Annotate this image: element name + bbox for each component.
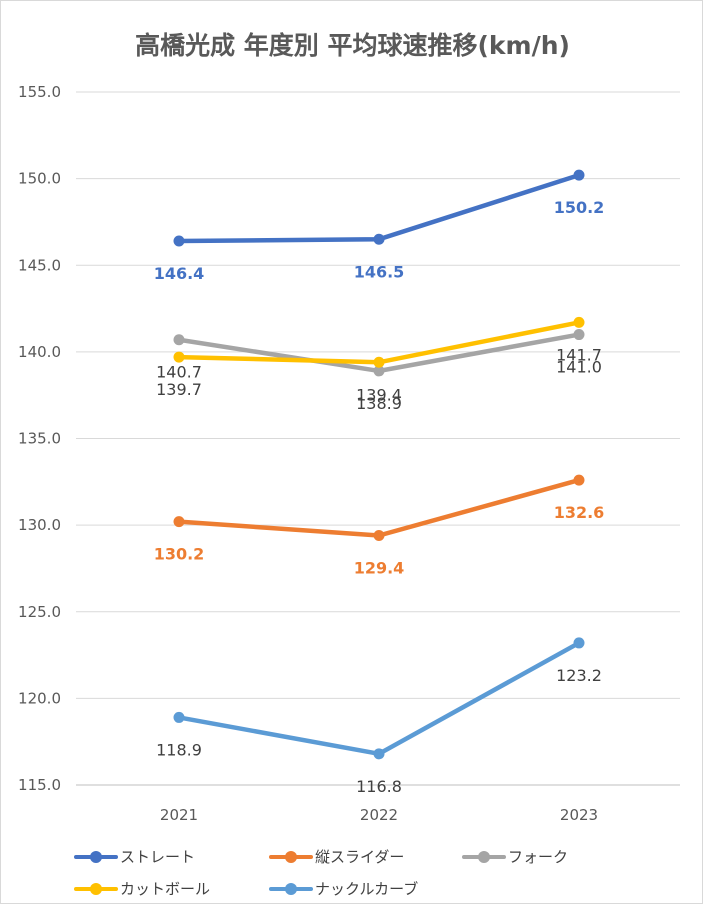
data-point: [173, 351, 185, 363]
data-point: [373, 233, 385, 245]
data-label: 139.7: [156, 380, 202, 399]
data-label: 141.0: [556, 358, 602, 377]
data-label: 138.9: [356, 394, 402, 413]
data-label: 116.8: [356, 777, 402, 796]
data-label: 129.4: [354, 559, 405, 578]
data-label: 140.7: [156, 363, 202, 382]
data-label: 146.4: [154, 264, 205, 283]
data-point: [173, 711, 185, 723]
data-point: [573, 169, 585, 181]
data-point: [573, 329, 585, 341]
data-point: [173, 516, 185, 528]
y-tick-label: 120.0: [18, 689, 61, 707]
y-tick-label: 140.0: [18, 343, 61, 361]
data-point: [573, 474, 585, 486]
series-line: [176, 477, 582, 538]
data-label: 132.6: [554, 503, 605, 522]
x-tick-label: 2021: [160, 806, 198, 824]
y-tick-label: 150.0: [18, 170, 61, 188]
series-lines: [173, 169, 585, 760]
data-label: 146.5: [354, 262, 405, 281]
y-tick-label: 130.0: [18, 516, 61, 534]
y-axis-ticks: 115.0 120.0 125.0 130.0 135.0 140.0 145.0 150.0…: [18, 83, 61, 794]
data-label: 123.2: [556, 666, 602, 685]
y-tick-label: 125.0: [18, 603, 61, 621]
data-point: [173, 235, 185, 247]
gridlines: [76, 91, 680, 786]
data-label: 139.4: [356, 385, 402, 404]
data-point: [573, 316, 585, 328]
x-tick-label: 2022: [360, 806, 398, 824]
data-point: [173, 334, 185, 346]
y-tick-label: 135.0: [18, 430, 61, 448]
data-labels: 146.4 146.5 150.2 130.2 129.4 132.6 140.7 138.9…: [154, 198, 605, 796]
y-tick-label: 155.0: [18, 83, 61, 101]
x-tick-label: 2023: [560, 806, 598, 824]
data-point: [373, 365, 385, 377]
data-point: [373, 530, 385, 542]
y-tick-label: 115.0: [18, 776, 61, 794]
data-label: 150.2: [554, 198, 605, 217]
data-label: 130.2: [154, 545, 205, 564]
data-point: [373, 356, 385, 368]
y-tick-label: 145.0: [18, 256, 61, 274]
data-label: 141.7: [556, 345, 602, 364]
data-point: [373, 748, 385, 760]
series-line: [176, 172, 582, 244]
data-point: [573, 637, 585, 649]
data-label: 118.9: [156, 740, 202, 759]
x-axis-ticks: 2021 2022 2023: [160, 806, 598, 824]
chart-title: 高橋光成 年度別 平均球速推移(km/h): [135, 31, 570, 60]
series-line: [176, 320, 582, 365]
